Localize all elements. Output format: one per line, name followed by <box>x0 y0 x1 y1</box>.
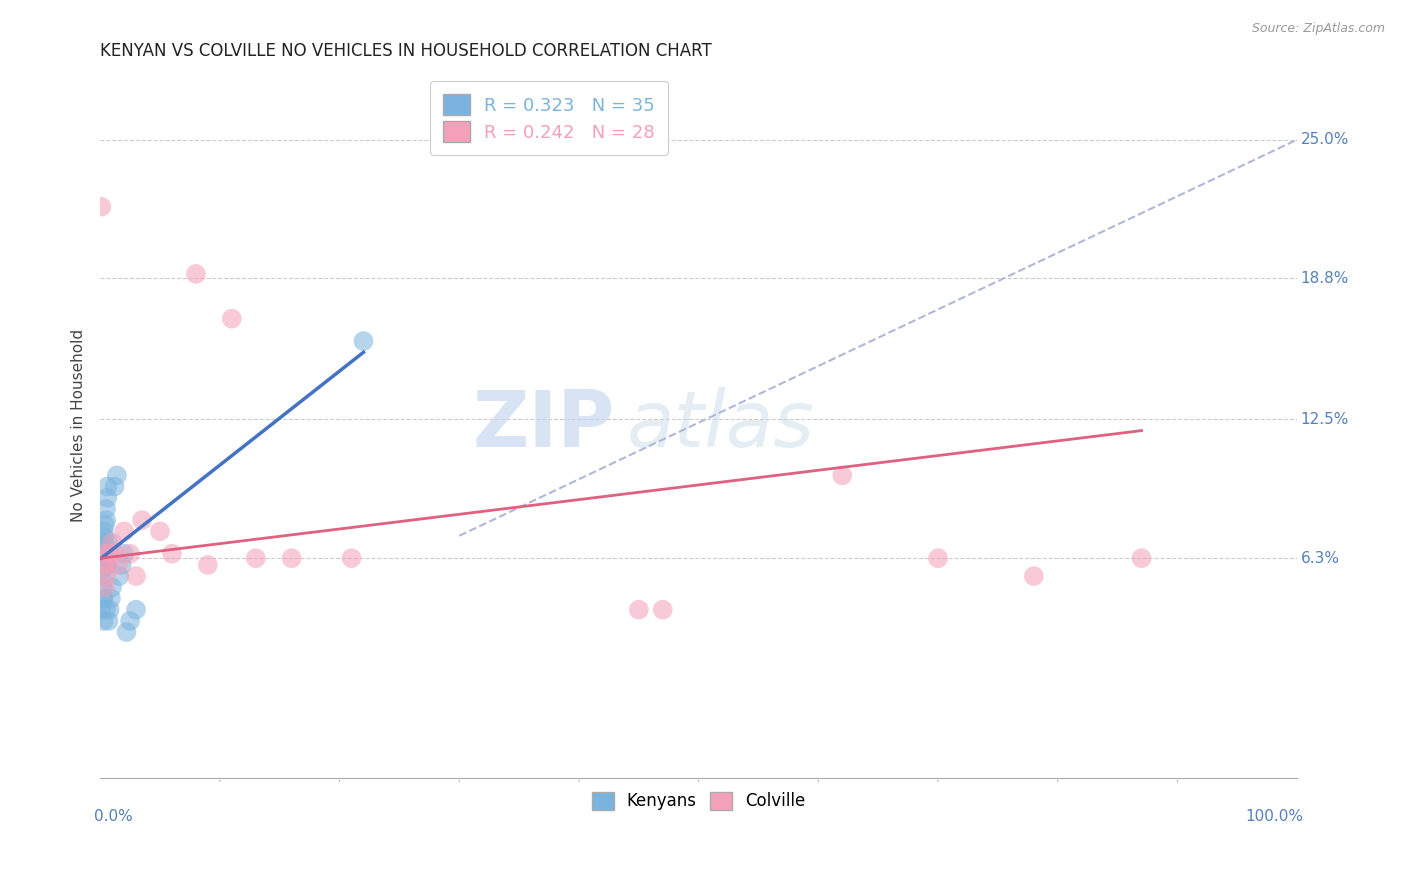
Point <box>94 580 117 594</box>
Text: 18.8%: 18.8% <box>1301 271 1350 285</box>
Text: 6.3%: 6.3% <box>1301 550 1340 566</box>
Point <box>91 562 114 576</box>
Point <box>90 569 112 583</box>
Point <box>120 614 142 628</box>
Point <box>131 513 153 527</box>
Point <box>103 547 125 561</box>
Point <box>111 558 134 572</box>
Point <box>353 334 375 348</box>
Point <box>94 569 117 583</box>
Point <box>90 602 112 616</box>
Point <box>94 517 117 532</box>
Point <box>120 547 142 561</box>
Point <box>91 558 114 572</box>
Point <box>108 569 131 583</box>
Point <box>100 591 122 606</box>
Text: 0.0%: 0.0% <box>94 809 134 824</box>
Point <box>101 580 124 594</box>
Point <box>93 547 115 561</box>
Point <box>93 547 115 561</box>
Point <box>107 558 129 572</box>
Text: KENYAN VS COLVILLE NO VEHICLES IN HOUSEHOLD CORRELATION CHART: KENYAN VS COLVILLE NO VEHICLES IN HOUSEH… <box>100 42 711 60</box>
Point <box>831 468 853 483</box>
Y-axis label: No Vehicles in Household: No Vehicles in Household <box>72 328 86 522</box>
Point <box>96 558 118 572</box>
Point <box>94 513 117 527</box>
Point <box>927 551 949 566</box>
Text: 100.0%: 100.0% <box>1246 809 1303 824</box>
Point <box>160 547 183 561</box>
Point <box>96 491 118 505</box>
Point <box>96 479 118 493</box>
Point <box>1130 551 1153 566</box>
Point <box>112 547 135 561</box>
Point <box>651 602 673 616</box>
Point <box>112 524 135 539</box>
Legend: Kenyans, Colville: Kenyans, Colville <box>583 783 814 819</box>
Point <box>90 558 112 572</box>
Point <box>96 558 118 572</box>
Point <box>91 591 114 606</box>
Point <box>125 602 148 616</box>
Text: ZIP: ZIP <box>472 387 614 463</box>
Point <box>101 535 124 549</box>
Point <box>149 524 172 539</box>
Point <box>98 547 121 561</box>
Point <box>245 551 267 566</box>
Point <box>94 531 117 545</box>
Point <box>97 614 120 628</box>
Point <box>105 468 128 483</box>
Point <box>115 625 138 640</box>
Point <box>627 602 650 616</box>
Point <box>197 558 219 572</box>
Point <box>94 558 117 572</box>
Point <box>90 200 112 214</box>
Point <box>103 479 125 493</box>
Text: 12.5%: 12.5% <box>1301 412 1350 427</box>
Text: Source: ZipAtlas.com: Source: ZipAtlas.com <box>1251 22 1385 36</box>
Point <box>1022 569 1045 583</box>
Point <box>93 614 115 628</box>
Text: atlas: atlas <box>627 387 814 463</box>
Point <box>91 580 114 594</box>
Point <box>125 569 148 583</box>
Point <box>93 535 115 549</box>
Point <box>340 551 363 566</box>
Point <box>94 602 117 616</box>
Point <box>280 551 302 566</box>
Point <box>184 267 207 281</box>
Point <box>93 591 115 606</box>
Point <box>221 311 243 326</box>
Point <box>94 540 117 554</box>
Point <box>98 602 121 616</box>
Text: 25.0%: 25.0% <box>1301 132 1350 147</box>
Point <box>97 535 120 549</box>
Point <box>93 524 115 539</box>
Point <box>94 502 117 516</box>
